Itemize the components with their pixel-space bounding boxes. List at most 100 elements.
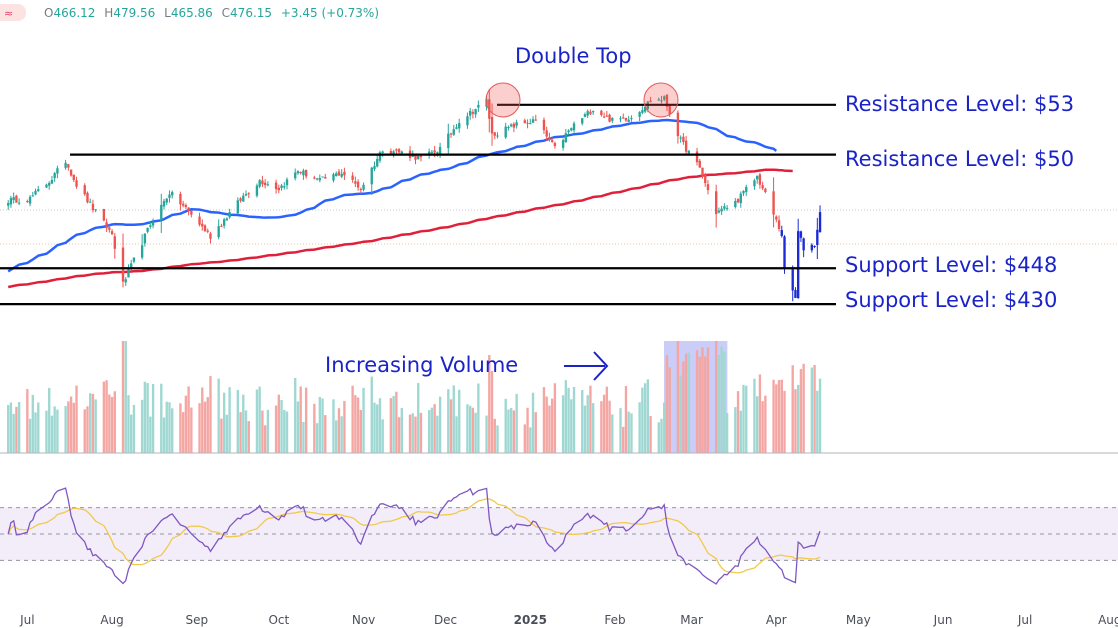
support-label-1: Support Level: $448 [845, 253, 1057, 277]
candle [179, 191, 182, 211]
double-top-marker-2 [643, 82, 679, 118]
volume-bar [736, 391, 740, 453]
candle [26, 199, 29, 203]
indicator-badge[interactable] [0, 4, 26, 21]
candle [343, 167, 346, 180]
volume-bar [452, 385, 455, 453]
volume-bar [343, 400, 346, 453]
volume-bar [529, 427, 532, 453]
volume-bar [91, 393, 95, 453]
volume-bar [791, 365, 794, 453]
candle [564, 128, 568, 143]
support-label-2: Support Level: $430 [845, 288, 1057, 312]
candle [332, 172, 335, 183]
candle [665, 94, 669, 112]
volume-bar [458, 389, 461, 453]
candle [321, 176, 324, 178]
candle [799, 230, 803, 243]
volume-bar [676, 341, 680, 453]
candle [493, 131, 496, 140]
volume-bar [723, 351, 726, 453]
volume-bar [564, 380, 568, 453]
volume-bar [198, 403, 201, 453]
candle [742, 190, 745, 196]
candle [600, 109, 603, 117]
candle [447, 123, 450, 154]
x-tick-label: 2025 [514, 613, 547, 627]
volume-bar [714, 341, 718, 453]
candle [370, 166, 373, 195]
candle [477, 100, 480, 112]
candle [294, 168, 297, 181]
candle [818, 205, 822, 233]
candle [149, 221, 152, 229]
candle [236, 197, 240, 215]
volume-bar [356, 397, 360, 453]
resistance-label-2: Resistance Level: $50 [845, 147, 1074, 171]
volume-bar [414, 416, 417, 453]
volume-bar [643, 383, 647, 453]
volume-bar [698, 356, 701, 453]
volume-bar [373, 402, 376, 453]
volume-bar [572, 386, 576, 453]
candle [242, 192, 245, 202]
candle [113, 232, 116, 259]
candle [507, 125, 510, 131]
volume-bar [799, 369, 803, 453]
candle [490, 103, 494, 146]
candle [48, 181, 51, 190]
volume-bar [816, 390, 819, 453]
candle [258, 179, 261, 189]
volume-bar [294, 377, 297, 453]
volume-bar [113, 391, 116, 453]
x-tick-label: Aug [1098, 613, 1118, 627]
volume-bar [488, 355, 491, 453]
volume-bar [605, 386, 609, 453]
candle [162, 198, 166, 210]
volume-bar [608, 400, 611, 453]
ma50-line [7, 118, 778, 273]
volume-bar [151, 383, 155, 453]
volume-bar [531, 392, 535, 453]
volume-bar [17, 402, 21, 453]
volume-bar [181, 412, 185, 453]
candle [734, 198, 737, 209]
volume-bar [739, 410, 742, 453]
candle [160, 193, 163, 233]
volume-bar [611, 414, 614, 453]
volume-bar [72, 402, 75, 453]
candle [184, 203, 188, 210]
volume-bar [646, 379, 650, 453]
candle [509, 123, 513, 128]
volume-bar [706, 347, 710, 453]
rsi-ma-line [7, 498, 821, 574]
candle [720, 205, 723, 216]
candle [378, 150, 382, 163]
x-tick-label: Mar [680, 613, 703, 627]
candle [523, 118, 527, 124]
volume-bar [146, 383, 149, 453]
volume-bar [28, 418, 32, 453]
volume-bar [687, 352, 691, 453]
volume-bar [274, 405, 278, 453]
volume-bar [15, 406, 18, 453]
volume-bar [591, 403, 595, 453]
volume-bar [695, 350, 699, 453]
candle [545, 126, 548, 141]
volume-bar [64, 406, 67, 453]
volume-bar [83, 409, 86, 453]
volume-bar [381, 419, 384, 453]
candle [50, 175, 54, 184]
volume-bar [455, 416, 458, 453]
candle [611, 117, 614, 124]
ohlc-legend: O466.12 H479.56 L465.86 C476.15 +3.45 (+… [44, 6, 379, 20]
volume-bar [105, 380, 108, 453]
candle [190, 210, 193, 218]
volume-bar [717, 354, 721, 453]
volume-bar [477, 383, 480, 453]
volume-bar [165, 401, 168, 453]
volume-bar [45, 410, 48, 453]
volume-bar [37, 402, 40, 453]
volume-bar [280, 399, 283, 453]
